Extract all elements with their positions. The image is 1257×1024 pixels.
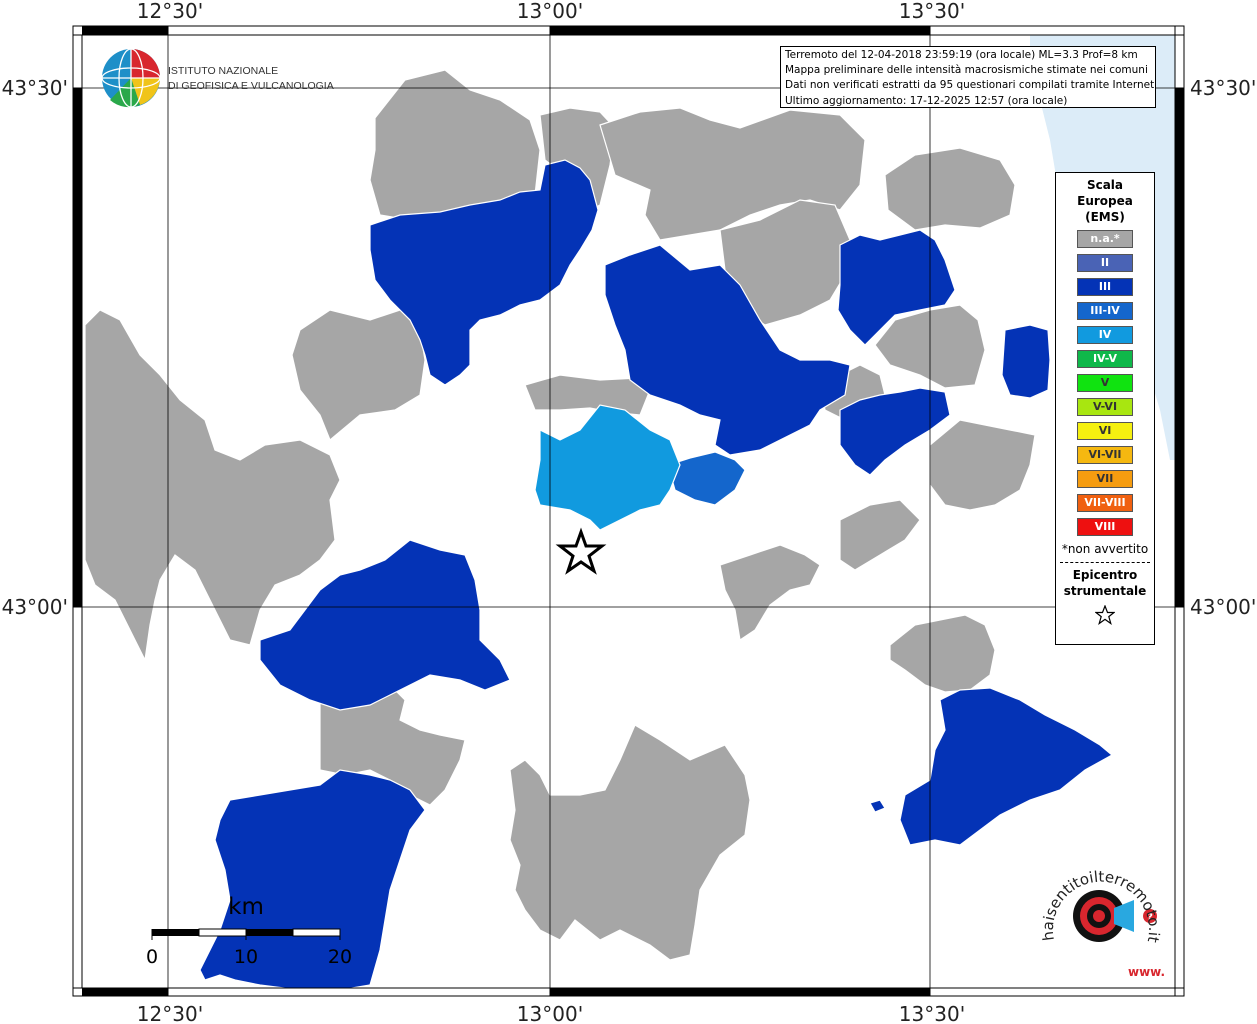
legend-items: n.a.* II III III-IV IV IV-V V V-VI VI VI-VII VII VI… [1056,230,1154,536]
coord-left-4330: 43°30' [2,76,68,100]
legend-note: *non avvertito [1061,542,1149,556]
legend-star-icon [1056,604,1154,629]
coord-right-4300: 43°00' [1190,595,1256,619]
coord-bottom-1300: 13°00' [517,1002,583,1024]
scale-tick-20: 20 [328,946,352,968]
info-line-event: Terremoto del 12-04-2018 23:59:19 (ora l… [785,49,1138,61]
legend-item-iv: IV [1077,326,1133,344]
legend-epicenter-label: Epicentro strumentale [1056,567,1154,599]
coord-bottom-1330: 13°30' [899,1002,965,1024]
scale-bar [151,928,341,940]
info-line-data: Dati non verificati estratti da 95 quest… [785,79,1156,92]
scale-tick-10: 10 [234,946,258,968]
coord-top-1330: 13°30' [899,0,965,23]
ingv-globe-icon [101,48,161,108]
legend-item-viii: VIII [1077,518,1133,536]
legend-item-iv-v: IV-V [1077,350,1133,368]
municipality-intensity-iv [534,404,681,531]
coord-bottom-1230: 12°30' [137,1002,203,1024]
legend-item-iii-iv: III-IV [1077,302,1133,320]
municipality-intensity-iii-iv [667,451,746,506]
institute-name-line2: DI GEOFISICA E VULCANOLOGIA [168,80,334,92]
scale-tick-0: 0 [146,946,158,968]
legend-item-v-vi: V-VI [1077,398,1133,416]
svg-text:?: ? [1147,912,1153,923]
info-line-updated: Ultimo aggiornamento: 17-12-2025 12:57 (… [785,94,1068,107]
legend-item-v: V [1077,374,1133,392]
epicenter-star-icon [555,527,607,575]
info-line-map: Mappa preliminare delle intensità macros… [785,64,1148,77]
ems-legend: Scala Europea (EMS) n.a.* II III III-IV IV IV… [1055,172,1155,645]
legend-separator [1060,562,1150,563]
earthquake-info-box: Terremoto del 12-04-2018 23:59:19 (ora l… [780,46,1156,108]
institute-name-line1: ISTITUTO NAZIONALE [168,65,278,77]
legend-title-line1: Scala [1086,178,1124,192]
coord-right-4330: 43°30' [1190,76,1256,100]
legend-title: Scala Europea (EMS) [1056,177,1154,225]
legend-title-line3: (EMS) [1085,210,1125,224]
legend-item-iii: III [1077,278,1133,296]
legend-item-vii-viii: VII-VIII [1077,494,1133,512]
legend-item-vi: VI [1077,422,1133,440]
coord-top-1300: 13°00' [517,0,583,23]
haisentito-logo: ? haisentitoilterremoto.it www. [1039,868,1165,979]
legend-epicenter-line2: strumentale [1063,584,1147,598]
coord-top-1230: 12°30' [137,0,203,23]
legend-epicenter-line1: Epicentro [1072,568,1138,582]
map-frame [72,25,1185,997]
legend-item-vii: VII [1077,470,1133,488]
legend-item-ii: II [1077,254,1133,272]
brand-url-text: www. [1128,965,1165,979]
legend-item-n-a: n.a.* [1077,230,1133,248]
coord-left-4300: 43°00' [2,595,68,619]
legend-title-line2: Europea [1077,194,1133,208]
legend-item-vi-vii: VI-VII [1077,446,1133,464]
scale-unit-label: km [228,894,264,920]
